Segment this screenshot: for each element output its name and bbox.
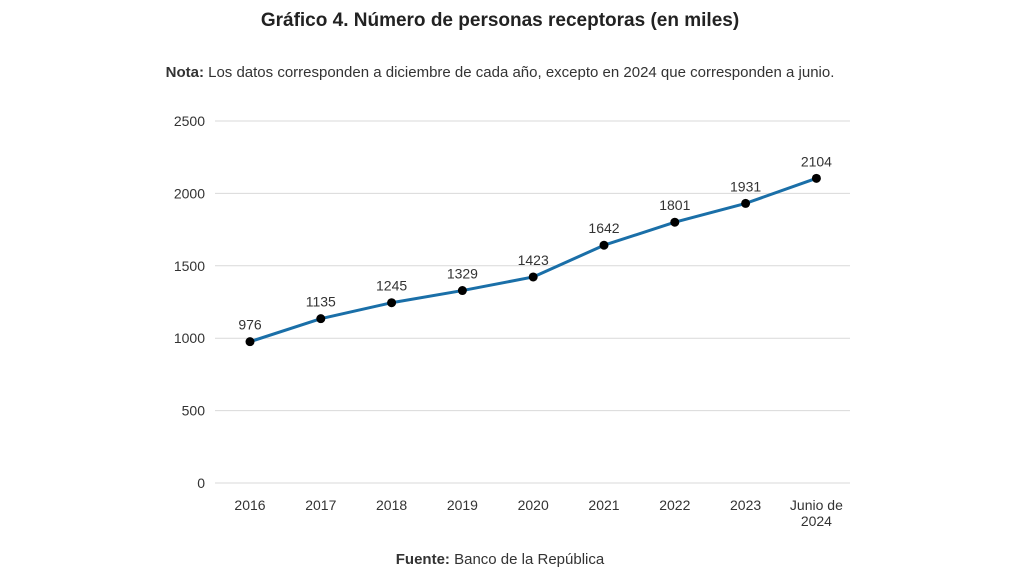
x-tick-label: Junio de 2024 (790, 497, 843, 529)
data-label: 1245 (376, 278, 407, 294)
x-tick-label: 2021 (588, 497, 619, 513)
data-label: 1329 (447, 266, 478, 282)
data-point (670, 217, 680, 227)
x-tick-label-line: 2019 (447, 497, 478, 513)
x-tick-label: 2022 (659, 497, 690, 513)
source-text: Banco de la República (449, 551, 605, 568)
x-tick-label: 2017 (305, 497, 336, 513)
source-label: Fuente: (395, 551, 450, 568)
y-tick-label: 1500 (174, 258, 205, 274)
chart-title: Gráfico 4. Número de personas receptoras… (260, 10, 740, 31)
data-point (316, 314, 326, 324)
note-text: Los datos corresponden a diciembre de ca… (203, 64, 835, 81)
x-tick-label-line: 2020 (518, 497, 549, 513)
x-tick-label-line: 2016 (234, 497, 265, 513)
x-tick-label: 2016 (234, 497, 265, 513)
data-point (599, 240, 609, 250)
y-tick-label: 1000 (174, 330, 205, 346)
data-label: 1642 (588, 220, 619, 236)
chart-note: Nota: Los datos corresponden a diciembre… (0, 64, 1000, 81)
x-tick-label: 2018 (376, 497, 407, 513)
chart-source: Fuente: Banco de la República (0, 551, 1000, 568)
data-label: 1135 (306, 294, 336, 310)
data-point (457, 286, 467, 296)
x-tick-label-line: 2018 (376, 497, 407, 513)
note-label: Nota: (165, 64, 204, 81)
x-tick-label-line: 2024 (801, 513, 832, 529)
data-label: 1931 (730, 178, 761, 194)
x-tick-label: 2020 (518, 497, 549, 513)
y-tick-label: 2500 (174, 113, 205, 129)
x-tick-label: 2023 (730, 497, 761, 513)
data-point (245, 337, 255, 347)
x-tick-label-line: 2023 (730, 497, 761, 513)
y-tick-label: 500 (182, 403, 206, 419)
data-point (741, 198, 751, 208)
data-point (528, 272, 538, 282)
data-point (811, 173, 821, 183)
x-tick-label-line: 2021 (588, 497, 619, 513)
data-label: 2104 (801, 153, 832, 169)
data-label: 1423 (518, 252, 549, 268)
y-tick-label: 2000 (174, 185, 205, 201)
data-point (387, 298, 397, 308)
y-tick-label: 0 (197, 475, 205, 491)
data-label: 976 (238, 317, 262, 333)
x-tick-label-line: 2022 (659, 497, 690, 513)
x-tick-label-line: Junio de (790, 497, 843, 513)
data-label: 1801 (659, 197, 690, 213)
x-tick-label-line: 2017 (305, 497, 336, 513)
x-tick-label: 2019 (447, 497, 478, 513)
